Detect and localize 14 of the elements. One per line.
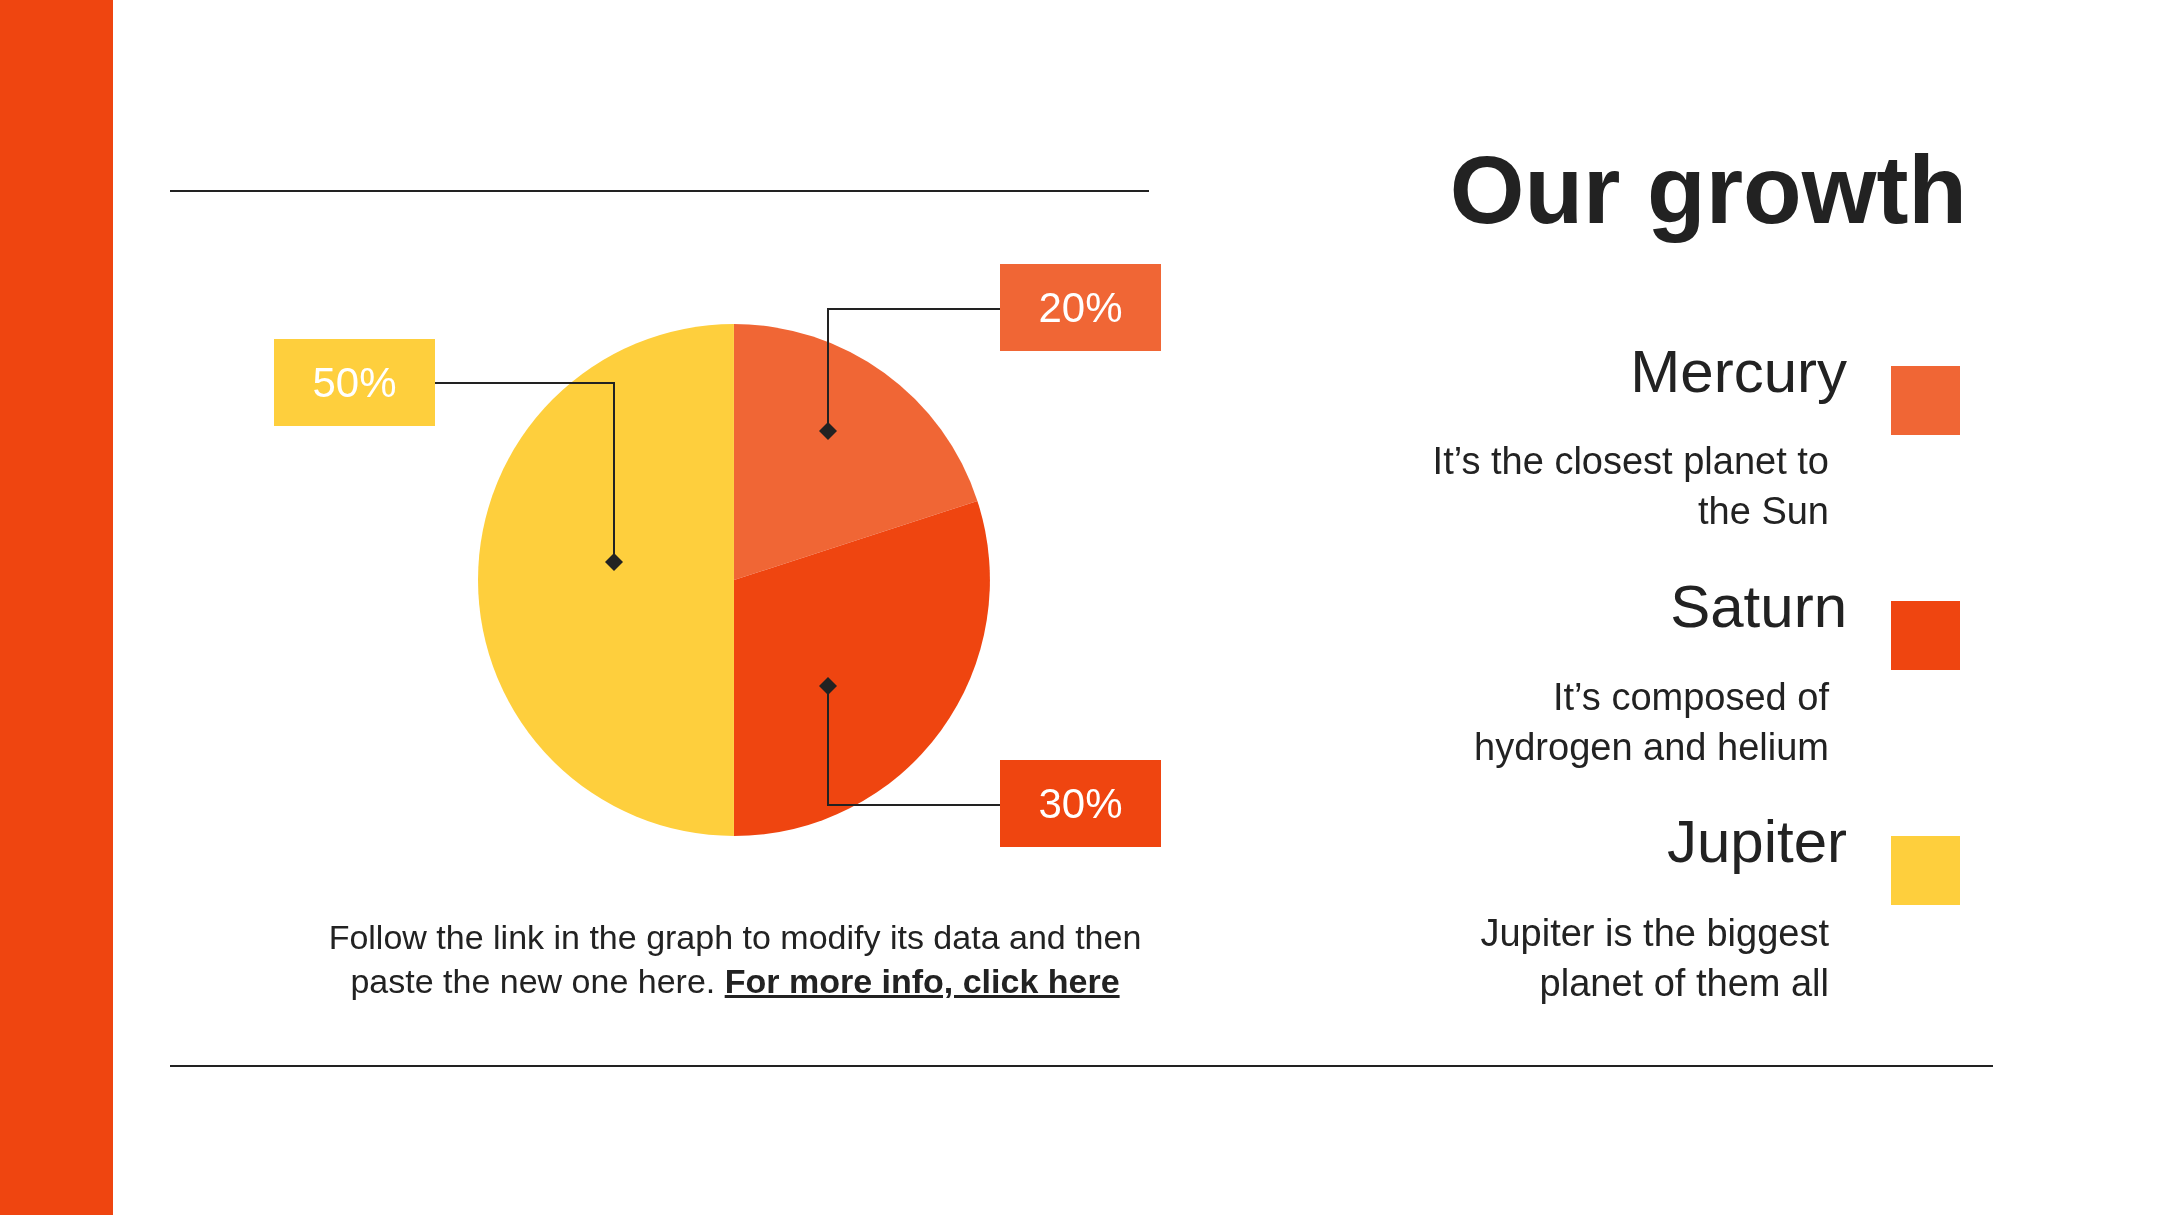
text: It’s the closest planet to the Sun: [1431, 439, 1829, 534]
data-label: 20%: [1000, 264, 1161, 351]
pie-slice: [733, 500, 990, 836]
text: Jupiter is the biggest planet of them all: [1479, 911, 1829, 1006]
legend-label: Saturn: [1670, 573, 1847, 640]
data-label: 30%: [1000, 760, 1161, 847]
legend-label: Mercury: [1630, 338, 1847, 405]
pie-slice: [733, 324, 978, 581]
text: For more info, click here: [724, 962, 1120, 1000]
chart-title: Our growth: [1449, 135, 1967, 245]
data-label: 50%: [274, 339, 435, 426]
pie-slice: [478, 324, 734, 836]
text: It’s composed of hydrogen and helium: [1473, 675, 1829, 770]
legend-label: Jupiter: [1666, 808, 1847, 875]
